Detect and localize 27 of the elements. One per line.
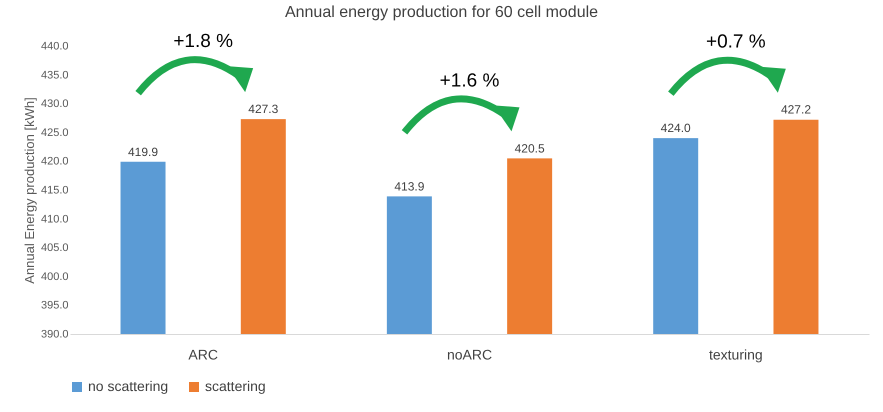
y-axis-title: Annual Energy production [kWh] xyxy=(22,97,37,284)
x-tick-label: noARC xyxy=(446,346,492,362)
y-tick-label: 425.0 xyxy=(40,126,68,139)
annotation: +1.8 % xyxy=(173,31,234,52)
data-label: 419.9 xyxy=(128,144,158,159)
y-tick-label: 435.0 xyxy=(40,69,68,82)
y-tick-label: 410.0 xyxy=(40,213,68,226)
y-tick-label: 400.0 xyxy=(40,270,68,283)
data-label: 420.5 xyxy=(514,141,545,156)
annotation: +1.6 % xyxy=(440,70,500,92)
y-tick-label: 415.0 xyxy=(40,184,68,196)
data-label: 427.2 xyxy=(780,102,812,117)
data-label: 413.9 xyxy=(394,179,425,194)
y-tick-label: 440.0 xyxy=(40,40,68,52)
data-label: 427.3 xyxy=(248,102,279,116)
annotation: +0.7 % xyxy=(706,32,766,53)
y-tick-label: 430.0 xyxy=(40,98,68,110)
y-tick-label: 395.0 xyxy=(40,300,68,312)
x-tick-label: texturing xyxy=(708,346,763,362)
legend-label: no scattering xyxy=(88,378,168,394)
chart-title: Annual energy production for 60 cell module xyxy=(284,4,600,22)
data-label: 424.0 xyxy=(660,121,692,136)
y-tick-label: 390.0 xyxy=(40,328,68,340)
y-tick-label: 420.0 xyxy=(40,156,68,168)
y-tick-label: 405.0 xyxy=(40,242,68,254)
x-tick-label: ARC xyxy=(188,346,218,362)
legend-label: scattering xyxy=(205,378,266,394)
